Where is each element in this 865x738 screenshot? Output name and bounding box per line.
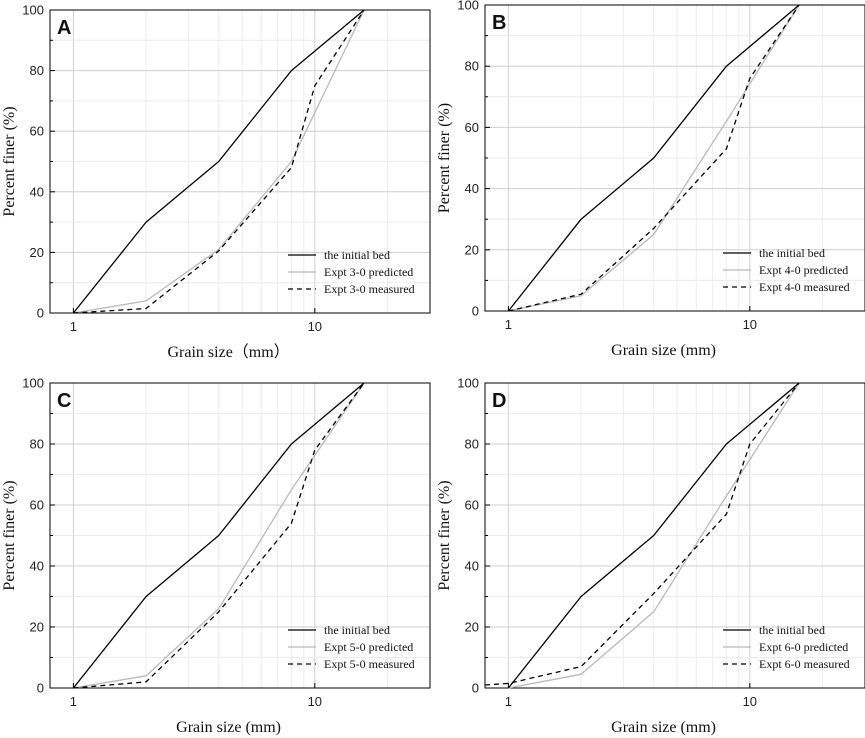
- series-line-solid-gray: [508, 4, 800, 312]
- legend-label: Expt 3-0 predicted: [324, 265, 413, 279]
- panel-letter: C: [57, 390, 71, 412]
- y-tick-label: 40: [30, 184, 44, 199]
- y-tick-label: 100: [22, 376, 44, 391]
- y-tick-label: 20: [465, 620, 479, 635]
- y-tick-label: 100: [457, 376, 479, 391]
- y-tick-label: 40: [465, 181, 479, 196]
- series-line-dashed-black: [508, 4, 800, 312]
- legend-label: Expt 5-0 measured: [324, 657, 415, 671]
- y-tick-label: 100: [457, 0, 479, 13]
- y-tick-label: 60: [30, 124, 44, 139]
- x-axis-label: Grain size (mm): [611, 719, 716, 736]
- series-line-dashed-black: [73, 9, 365, 314]
- legend-label: the initial bed: [759, 246, 825, 260]
- legend-label: Expt 4-0 predicted: [759, 263, 848, 277]
- y-tick-label: 20: [30, 245, 44, 260]
- x-axis-label: Grain size（mm）: [167, 343, 289, 361]
- legend-label: Expt 6-0 predicted: [759, 640, 848, 654]
- x-tick-label: 1: [70, 319, 77, 334]
- series-line-solid-black: [507, 4, 800, 312]
- legend-label: Expt 5-0 predicted: [324, 640, 413, 654]
- y-tick-label: 60: [465, 120, 479, 135]
- panel-letter: B: [492, 12, 506, 34]
- y-axis-label: Percent finer (%): [1, 480, 18, 590]
- y-tick-label: 40: [465, 559, 479, 574]
- x-tick-label: 10: [308, 694, 322, 709]
- chart-panel-b: 0 20 40 60 80 100 1 10 Grain size (mm) Percent fi…: [436, 0, 865, 359]
- y-tick-label: 0: [472, 681, 479, 696]
- y-tick-label: 80: [30, 437, 44, 452]
- legend-label: the initial bed: [324, 248, 390, 262]
- y-tick-label: 20: [465, 242, 479, 257]
- series-line-solid-gray: [73, 382, 365, 689]
- chart-panel-c: 0 20 40 60 80 100 1 10 Grain size (mm) Percent fi…: [1, 376, 431, 736]
- y-tick-label: 0: [37, 681, 44, 696]
- panel-letter: A: [57, 17, 71, 39]
- legend-label: the initial bed: [759, 623, 825, 637]
- y-tick-label: 0: [472, 304, 479, 319]
- y-tick-label: 60: [465, 498, 479, 513]
- x-tick-label: 1: [70, 694, 77, 709]
- x-tick-label: 10: [743, 694, 757, 709]
- x-tick-label: 10: [308, 319, 322, 334]
- y-tick-label: 80: [465, 437, 479, 452]
- y-tick-label: 0: [37, 306, 44, 321]
- legend-label: the initial bed: [324, 623, 390, 637]
- x-tick-label: 10: [743, 317, 757, 332]
- series-line-solid-black: [507, 382, 800, 689]
- series-line-solid-black: [72, 382, 365, 689]
- chart-panel-d: 0 20 40 60 80 100 1 10 Grain size (mm) Percent fi…: [436, 376, 865, 736]
- legend-label: Expt 6-0 measured: [759, 657, 850, 671]
- panel-letter: D: [492, 390, 506, 412]
- y-axis-label: Percent finer (%): [1, 106, 18, 216]
- y-axis-label: Percent finer (%): [436, 480, 453, 590]
- x-axis-label: Grain size (mm): [611, 342, 716, 359]
- x-tick-label: 1: [505, 317, 512, 332]
- series-line-solid-gray: [73, 9, 365, 314]
- chart-panel-a: 0 20 40 60 80 100 1 10 Grain size（mm） Percent fin…: [1, 3, 431, 361]
- series-line-dashed-black: [484, 382, 800, 686]
- series-line-solid-black: [72, 9, 365, 314]
- series-line-dashed-black: [73, 382, 365, 689]
- y-axis-label: Percent finer (%): [436, 103, 453, 213]
- series-line-solid-gray: [508, 382, 800, 689]
- y-tick-label: 20: [30, 620, 44, 635]
- y-tick-label: 80: [465, 59, 479, 74]
- legend-label: Expt 4-0 measured: [759, 280, 850, 294]
- y-tick-label: 80: [30, 63, 44, 78]
- x-tick-label: 1: [505, 694, 512, 709]
- y-tick-label: 100: [22, 3, 44, 18]
- y-tick-label: 40: [30, 559, 44, 574]
- legend-label: Expt 3-0 measured: [324, 282, 415, 296]
- y-tick-label: 60: [30, 498, 44, 513]
- x-axis-label: Grain size (mm): [176, 719, 281, 736]
